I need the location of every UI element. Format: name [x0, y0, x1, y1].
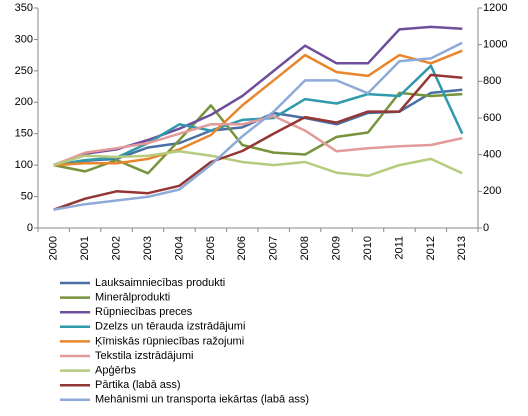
- y2-tick-label: 800: [483, 75, 501, 87]
- series-line: [53, 88, 463, 167]
- x-tick-label: 2003: [142, 236, 154, 260]
- legend-label: Rūpniecības preces: [95, 306, 193, 318]
- y2-tick-label: 1000: [483, 39, 507, 51]
- legend-label: Lauksaimniecības produkti: [95, 277, 225, 289]
- x-tick-label: 2008: [299, 236, 311, 260]
- x-tick-label: 2013: [456, 236, 468, 260]
- x-tick-label: 2002: [110, 236, 122, 260]
- legend-label: Tekstila izstrādājumi: [95, 350, 193, 362]
- x-tick-label: 2007: [268, 236, 280, 260]
- x-tick-label: 2001: [79, 236, 91, 260]
- x-tick-label: 2006: [236, 236, 248, 260]
- legend-label: Minerālprodukti: [95, 292, 170, 304]
- legend-label: Apģērbs: [95, 364, 136, 377]
- series-line: [53, 49, 463, 167]
- x-tick-label: 2011: [393, 236, 405, 260]
- x-tick-label: 2004: [173, 236, 185, 260]
- y-tick-label: 150: [15, 128, 33, 140]
- y-tick-label: 50: [21, 190, 33, 202]
- x-tick-label: 2010: [362, 236, 374, 260]
- x-tick-label: 2000: [48, 236, 60, 260]
- series-line: [53, 41, 463, 211]
- y-tick-label: 250: [15, 65, 33, 77]
- x-tick-label: 2009: [330, 236, 342, 260]
- legend-label: Pārtika (labā ass): [95, 379, 181, 391]
- y-tick-label: 200: [15, 96, 33, 108]
- x-tick-label: 2005: [205, 236, 217, 260]
- y2-tick-label: 600: [483, 112, 501, 124]
- y2-tick-label: 0: [483, 222, 489, 234]
- y-tick-label: 300: [15, 33, 33, 45]
- series-line: [53, 91, 463, 175]
- y-tick-label: 350: [15, 2, 33, 14]
- legend-label: Ķīmiskās rūpniecības ražojumi: [95, 335, 244, 347]
- series-line: [53, 114, 463, 167]
- y2-tick-label: 200: [483, 185, 501, 197]
- y-tick-label: 0: [27, 222, 33, 234]
- legend-label: Mehānismi un transporta iekārtas (labā a…: [95, 394, 309, 406]
- series-line: [53, 150, 463, 178]
- y2-tick-label: 1200: [483, 2, 507, 14]
- x-tick-label: 2012: [425, 236, 437, 260]
- series-line: [53, 73, 463, 211]
- y-tick-label: 100: [15, 159, 33, 171]
- legend-label: Dzelzs un tērauda izstrādājumi: [95, 321, 245, 333]
- y2-tick-label: 400: [483, 149, 501, 161]
